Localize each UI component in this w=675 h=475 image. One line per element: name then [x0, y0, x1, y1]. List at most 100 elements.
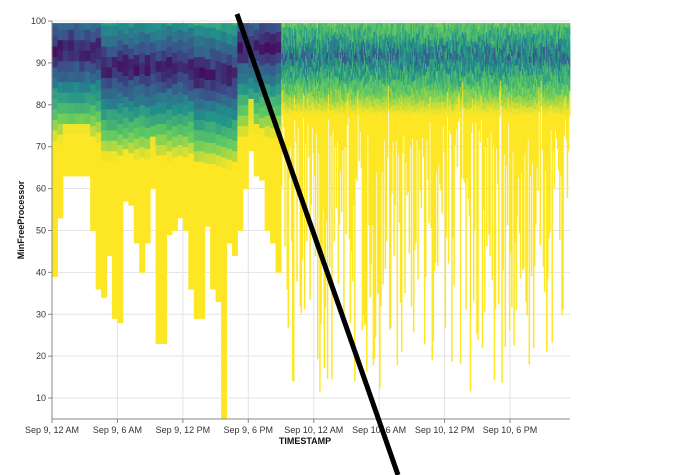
- heatmap-cell: [311, 77, 314, 85]
- heatmap-cell: [372, 69, 375, 77]
- heatmap-cell: [350, 49, 353, 57]
- heatmap-cell: [182, 146, 189, 158]
- heatmap-cell: [388, 40, 391, 47]
- heatmap-cell: [334, 88, 336, 96]
- heatmap-cell: [264, 125, 271, 137]
- heatmap-cell: [284, 196, 286, 203]
- heatmap-cell: [366, 44, 368, 52]
- heatmap-cell: [388, 178, 391, 186]
- heatmap-cell: [363, 161, 366, 169]
- heatmap-cell: [364, 184, 367, 192]
- heatmap-cell: [286, 56, 288, 64]
- heatmap-cell: [275, 104, 282, 116]
- heatmap-cell: [305, 30, 307, 38]
- heatmap-cell: [379, 193, 381, 200]
- heatmap-cell: [343, 56, 345, 63]
- heatmap-cell: [391, 130, 393, 138]
- heatmap-cell: [351, 29, 354, 37]
- heatmap-cell: [155, 207, 162, 219]
- heatmap-cell: [308, 68, 310, 76]
- heatmap-cell: [405, 93, 407, 100]
- heatmap-cell: [182, 31, 189, 43]
- heatmap-cell: [188, 111, 195, 122]
- heatmap-cell: [161, 176, 168, 187]
- heatmap-cell: [343, 144, 345, 151]
- heatmap-cell: [101, 56, 108, 68]
- heatmap-cell: [106, 119, 113, 131]
- heatmap-cell: [372, 264, 375, 271]
- heatmap-cell: [384, 142, 387, 150]
- heatmap-cell: [177, 71, 184, 83]
- heatmap-cell: [313, 131, 316, 138]
- heatmap-cell: [295, 72, 297, 80]
- heatmap-cell: [400, 156, 403, 164]
- heatmap-cell: [177, 144, 184, 156]
- heatmap-cell: [384, 23, 387, 31]
- heatmap-cell: [122, 106, 129, 118]
- heatmap-cell: [316, 157, 319, 165]
- heatmap-cell: [133, 211, 140, 223]
- heatmap-cell: [161, 312, 168, 324]
- heatmap-cell: [264, 31, 271, 43]
- heatmap-cell: [253, 144, 260, 156]
- heatmap-cell: [363, 274, 366, 282]
- heatmap-cell: [325, 214, 328, 221]
- heatmap-cell: [270, 64, 277, 76]
- heatmap-cell: [337, 258, 340, 266]
- heatmap-cell: [350, 156, 353, 164]
- heatmap-cell: [309, 161, 311, 168]
- heatmap-cell: [297, 71, 299, 79]
- heatmap-cell: [368, 36, 370, 44]
- heatmap-cell: [155, 301, 162, 313]
- heatmap-cell: [350, 206, 353, 214]
- heatmap-cell: [301, 240, 304, 247]
- heatmap-cell: [301, 177, 304, 185]
- heatmap-cell: [307, 42, 309, 50]
- heatmap-cell: [253, 23, 260, 30]
- heatmap-cell: [407, 122, 410, 129]
- heatmap-cell: [357, 51, 359, 59]
- heatmap-cell: [337, 252, 340, 259]
- heatmap-cell: [322, 23, 324, 28]
- heatmap-cell: [319, 33, 321, 41]
- heatmap-cell: [347, 73, 350, 81]
- heatmap-cell: [354, 336, 356, 344]
- heatmap-cell: [362, 251, 365, 259]
- heatmap-cell: [373, 163, 376, 171]
- heatmap-cell: [231, 23, 238, 26]
- heatmap-cell: [283, 76, 285, 84]
- heatmap-cell: [284, 183, 286, 191]
- heatmap-cell: [343, 24, 345, 32]
- heatmap-cell: [117, 113, 124, 125]
- heatmap-cell: [322, 177, 324, 185]
- heatmap-cell: [338, 148, 341, 156]
- heatmap-cell: [340, 67, 343, 74]
- heatmap-cell: [150, 73, 157, 85]
- heatmap-cell: [295, 78, 297, 86]
- heatmap-cell: [319, 96, 321, 104]
- heatmap-cell: [387, 97, 390, 105]
- heatmap-cell: [335, 119, 338, 127]
- heatmap-cell: [354, 98, 356, 105]
- heatmap-cell: [373, 62, 376, 70]
- heatmap-cell: [237, 31, 244, 43]
- heatmap-cell: [400, 93, 403, 101]
- heatmap-cell: [287, 320, 290, 328]
- heatmap-cell: [323, 166, 326, 174]
- heatmap-cell: [117, 60, 124, 72]
- heatmap-cell: [366, 88, 368, 96]
- heatmap-cell: [340, 148, 343, 156]
- heatmap-cell: [284, 240, 286, 247]
- heatmap-cell: [324, 112, 327, 119]
- heatmap-cell: [366, 308, 368, 316]
- heatmap-cell: [293, 98, 295, 105]
- heatmap-cell: [361, 191, 364, 198]
- heatmap-cell: [378, 260, 380, 268]
- heatmap-cell: [348, 213, 351, 221]
- heatmap-cell: [161, 301, 168, 313]
- heatmap-cell: [52, 203, 58, 215]
- heatmap-cell: [293, 337, 295, 344]
- heatmap-cell: [400, 49, 403, 57]
- heatmap-cell: [349, 240, 352, 248]
- heatmap-cell: [237, 209, 244, 221]
